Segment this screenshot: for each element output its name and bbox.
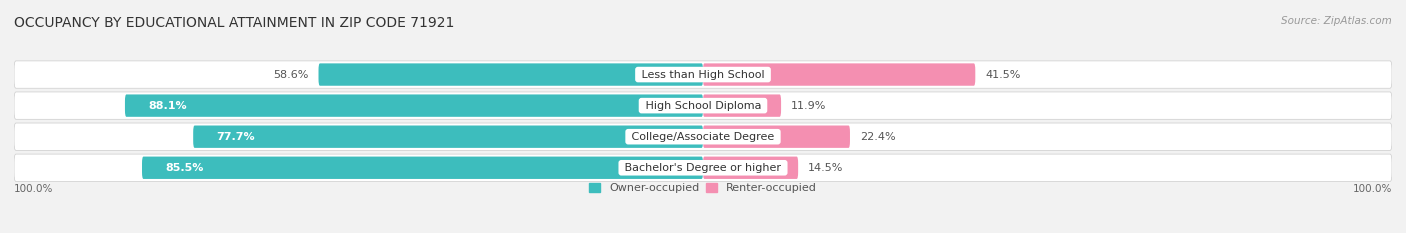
FancyBboxPatch shape xyxy=(703,63,976,86)
Text: 22.4%: 22.4% xyxy=(860,132,896,142)
Text: 77.7%: 77.7% xyxy=(217,132,254,142)
FancyBboxPatch shape xyxy=(193,126,703,148)
FancyBboxPatch shape xyxy=(703,126,851,148)
Text: High School Diploma: High School Diploma xyxy=(641,101,765,111)
Text: 100.0%: 100.0% xyxy=(1353,184,1392,194)
FancyBboxPatch shape xyxy=(142,157,703,179)
Text: 11.9%: 11.9% xyxy=(792,101,827,111)
FancyBboxPatch shape xyxy=(125,94,703,117)
Text: Bachelor's Degree or higher: Bachelor's Degree or higher xyxy=(621,163,785,173)
FancyBboxPatch shape xyxy=(14,61,1392,88)
Text: 41.5%: 41.5% xyxy=(986,70,1021,79)
FancyBboxPatch shape xyxy=(14,154,1392,182)
FancyBboxPatch shape xyxy=(14,123,1392,150)
Text: College/Associate Degree: College/Associate Degree xyxy=(628,132,778,142)
Text: 88.1%: 88.1% xyxy=(148,101,187,111)
FancyBboxPatch shape xyxy=(703,94,782,117)
Text: 58.6%: 58.6% xyxy=(273,70,309,79)
Text: 14.5%: 14.5% xyxy=(808,163,844,173)
FancyBboxPatch shape xyxy=(319,63,703,86)
Text: OCCUPANCY BY EDUCATIONAL ATTAINMENT IN ZIP CODE 71921: OCCUPANCY BY EDUCATIONAL ATTAINMENT IN Z… xyxy=(14,16,454,30)
Text: Source: ZipAtlas.com: Source: ZipAtlas.com xyxy=(1281,16,1392,26)
Text: 85.5%: 85.5% xyxy=(165,163,204,173)
Text: 100.0%: 100.0% xyxy=(14,184,53,194)
Text: Less than High School: Less than High School xyxy=(638,70,768,79)
FancyBboxPatch shape xyxy=(14,92,1392,119)
Legend: Owner-occupied, Renter-occupied: Owner-occupied, Renter-occupied xyxy=(589,183,817,193)
FancyBboxPatch shape xyxy=(703,157,799,179)
